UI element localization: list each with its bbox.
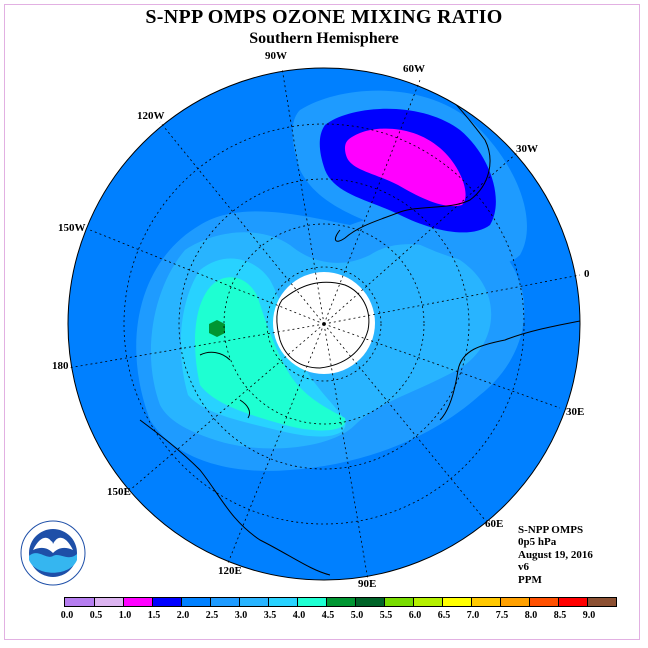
map-title: S-NPP OMPS OZONE MIXING RATIO: [145, 6, 503, 28]
meridian-90w: [281, 67, 325, 325]
colorbar-tick-label: 0.5: [89, 610, 103, 621]
lon-label-60e: 60E: [485, 518, 504, 530]
colorbar-tick-label: 7.0: [466, 610, 480, 621]
info-instrument: S-NPP OMPS: [518, 524, 584, 536]
lon-label-30w: 30W: [516, 143, 538, 155]
lat-circle-60: [266, 266, 382, 382]
colorbar-tick-label: 8.0: [524, 610, 538, 621]
latitude-circles: [123, 123, 525, 525]
info-units: PPM: [518, 573, 542, 586]
meridian-180: [67, 323, 325, 369]
colorbar-tick-label: 7.5: [495, 610, 509, 621]
colorbar-tick-label: 3.5: [263, 610, 277, 621]
colorbar-tick-label: 3.0: [234, 610, 248, 621]
colorbar-segment: [181, 598, 210, 606]
meridian-120w: [159, 121, 325, 325]
colorbar-segment: [587, 598, 616, 606]
lon-label-120w: 120W: [137, 110, 165, 122]
pole-point: [322, 322, 326, 326]
meridian-90e: [323, 323, 369, 581]
colorbar-tick-label: 2.0: [176, 610, 190, 621]
colorbar-segment: [94, 598, 123, 606]
meridian-30e: [323, 323, 561, 409]
lon-label-90e: 90E: [358, 578, 377, 590]
meridian-30w: [323, 151, 519, 325]
south-america-outline: [334, 79, 491, 242]
lon-label-90w: 90W: [265, 50, 287, 62]
colorbar-segment: [500, 598, 529, 606]
africa-outline: [439, 319, 580, 421]
lat-circle-30: [178, 178, 470, 470]
lon-label-120e: 120E: [218, 565, 242, 577]
lon-label-150e: 150E: [107, 486, 131, 498]
meridian-60w: [323, 79, 421, 325]
lat-circle-45: [223, 223, 425, 425]
info-date: August 19, 2016: [518, 548, 593, 561]
colorbar-segment: [152, 598, 181, 606]
lon-label-180: 180: [52, 360, 69, 372]
colorbar-tick-label: 9.0: [582, 610, 596, 621]
logo-bird-icon: [33, 537, 73, 553]
info-level: 0p5 hPa: [518, 536, 557, 549]
meridian-0: [323, 274, 581, 325]
colorbar-tick-label: 0.0: [60, 610, 74, 621]
colorbar-tick-label: 5.5: [379, 610, 393, 621]
colorbar: [64, 597, 617, 607]
colorbar-segment: [239, 598, 268, 606]
colorbar-tick-label: 1.0: [118, 610, 132, 621]
colorbar-segment: [210, 598, 239, 606]
colorbar-tick-label: 5.0: [350, 610, 364, 621]
meridian-150w: [89, 229, 325, 325]
colorbar-segment: [268, 598, 297, 606]
info-block: S-NPP OMPS 0p5 hPa August 19, 2016 v6 PP…: [518, 524, 593, 586]
antarctica-outline: [276, 281, 370, 369]
colorbar-segment: [355, 598, 384, 606]
colorbar-segment: [558, 598, 587, 606]
colorbar-segment: [65, 598, 94, 606]
colorbar-tick-label: 8.5: [553, 610, 567, 621]
lat-circle-15: [123, 123, 525, 525]
colorbar-tick-label: 2.5: [205, 610, 219, 621]
colorbar-tick-label: 1.5: [147, 610, 161, 621]
colorbar-tick-label: 6.0: [408, 610, 422, 621]
contour-4-5: [209, 320, 225, 337]
lon-label-30e: 30E: [566, 406, 585, 418]
colorbar-segment: [297, 598, 326, 606]
meridian-60e: [323, 323, 486, 521]
logo-text: NOAA: [41, 540, 65, 549]
contour-1-0: [344, 128, 466, 207]
noaa-logo: NOAA: [20, 520, 86, 586]
lon-label-150w: 150W: [58, 222, 86, 234]
colorbar-segment: [529, 598, 558, 606]
colorbar-tick-label: 4.5: [321, 610, 335, 621]
figure-frame: [4, 4, 640, 640]
logo-wave: [29, 553, 77, 573]
map-subtitle: Southern Hemisphere: [249, 30, 399, 47]
colorbar-segment: [471, 598, 500, 606]
lon-label-60w: 60W: [403, 63, 425, 75]
contour-4-0: [195, 277, 346, 431]
meridian-lines: [67, 67, 581, 581]
info-version: v6: [518, 561, 529, 574]
new-zealand-outline: [199, 351, 251, 419]
australia-outline: [139, 419, 331, 576]
lon-label-0: 0: [584, 268, 590, 280]
colorbar-segment: [326, 598, 355, 606]
colorbar-tick-label: 4.0: [292, 610, 306, 621]
colorbar-segment: [442, 598, 471, 606]
map-boundary: [67, 67, 581, 581]
colorbar-segment: [123, 598, 152, 606]
colorbar-tick-label: 6.5: [437, 610, 451, 621]
colorbar-segment: [384, 598, 413, 606]
colorbar-segment: [413, 598, 442, 606]
